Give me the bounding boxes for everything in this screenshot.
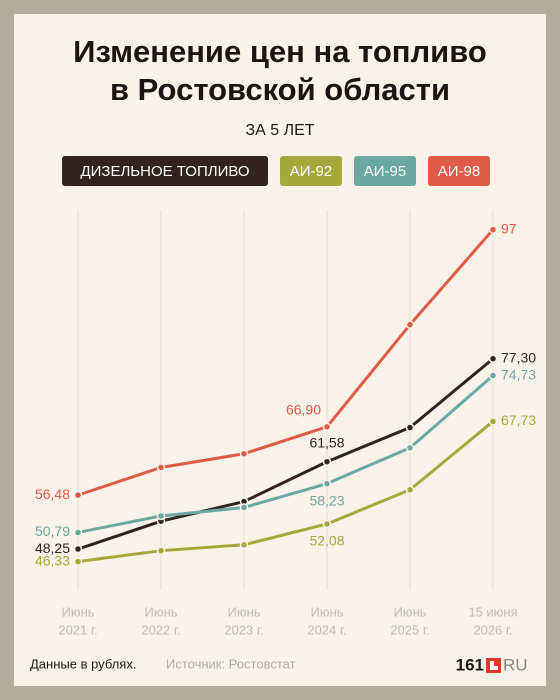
data-point <box>488 225 498 234</box>
data-point <box>73 557 83 566</box>
legend-label: АИ-98 <box>438 163 480 180</box>
series-line <box>77 374 494 534</box>
logo-mark-inner <box>490 666 498 670</box>
value-label: 58,23 <box>309 492 344 508</box>
card <box>14 14 546 686</box>
data-point <box>405 320 415 329</box>
data-point <box>322 519 332 529</box>
data-point <box>239 449 249 458</box>
data-point <box>488 417 498 426</box>
value-label: 67,73 <box>501 412 536 428</box>
data-point <box>239 540 249 550</box>
logo-domain: RU <box>503 655 528 674</box>
data-point <box>73 544 83 554</box>
legend-swatch <box>62 156 268 186</box>
x-tick-label: Июнь <box>310 604 343 619</box>
data-point <box>405 443 415 453</box>
series-line <box>77 357 494 551</box>
chart-title: Изменение цен на топливо <box>73 34 487 69</box>
data-point <box>73 490 83 500</box>
value-label: 52,08 <box>309 533 344 549</box>
footer-note: Данные в рублях. <box>30 656 136 671</box>
x-tick-label: Июнь <box>61 604 94 619</box>
data-point <box>322 479 332 488</box>
x-tick-label: 2022 г. <box>141 622 180 637</box>
chart-title: в Ростовской области <box>110 72 450 107</box>
x-tick-label: 2021 г. <box>58 622 97 637</box>
data-point <box>488 354 498 363</box>
data-point <box>488 371 498 380</box>
legend-label: ДИЗЕЛЬНОЕ ТОПЛИВО <box>80 163 249 180</box>
data-point <box>322 457 332 466</box>
chart-subtitle: ЗА 5 ЛЕТ <box>245 122 314 139</box>
data-point <box>156 546 166 555</box>
value-label: 48,25 <box>35 540 70 556</box>
data-point <box>405 485 415 495</box>
legend-swatch <box>280 156 342 186</box>
value-label: 61,58 <box>309 434 344 450</box>
value-label: 50,79 <box>35 523 70 539</box>
x-tick-label: Июнь <box>393 604 426 619</box>
data-point <box>405 423 415 432</box>
x-tick-label: 15 июня <box>468 604 517 619</box>
legend-label: АИ-95 <box>364 163 406 180</box>
legend-swatch <box>428 156 490 186</box>
x-tick-label: Июнь <box>227 604 260 619</box>
value-label: 56,48 <box>35 486 70 502</box>
footer-source: Источник: Ростовстат <box>166 656 296 671</box>
value-label: 97 <box>501 220 517 236</box>
x-tick-label: 2023 г. <box>224 622 263 637</box>
series-line <box>77 228 495 497</box>
value-label: 66,90 <box>286 402 321 418</box>
value-label: 77,30 <box>501 349 536 365</box>
data-point <box>156 511 166 521</box>
logo-number: 161 <box>456 655 484 674</box>
logo-mark-inner <box>490 661 494 670</box>
x-tick-label: 2024 г. <box>307 622 346 637</box>
x-tick-label: Июнь <box>144 604 177 619</box>
data-point <box>156 463 166 472</box>
data-point <box>239 503 249 512</box>
value-label: 46,33 <box>35 552 70 568</box>
legend-label: АИ-92 <box>290 163 332 180</box>
x-tick-label: 2026 г. <box>473 622 512 637</box>
series-line <box>77 420 494 564</box>
data-point <box>73 528 83 537</box>
x-tick-label: 2025 г. <box>390 622 429 637</box>
legend-swatch <box>354 156 416 186</box>
data-point <box>322 422 332 432</box>
value-label: 74,73 <box>501 366 536 382</box>
